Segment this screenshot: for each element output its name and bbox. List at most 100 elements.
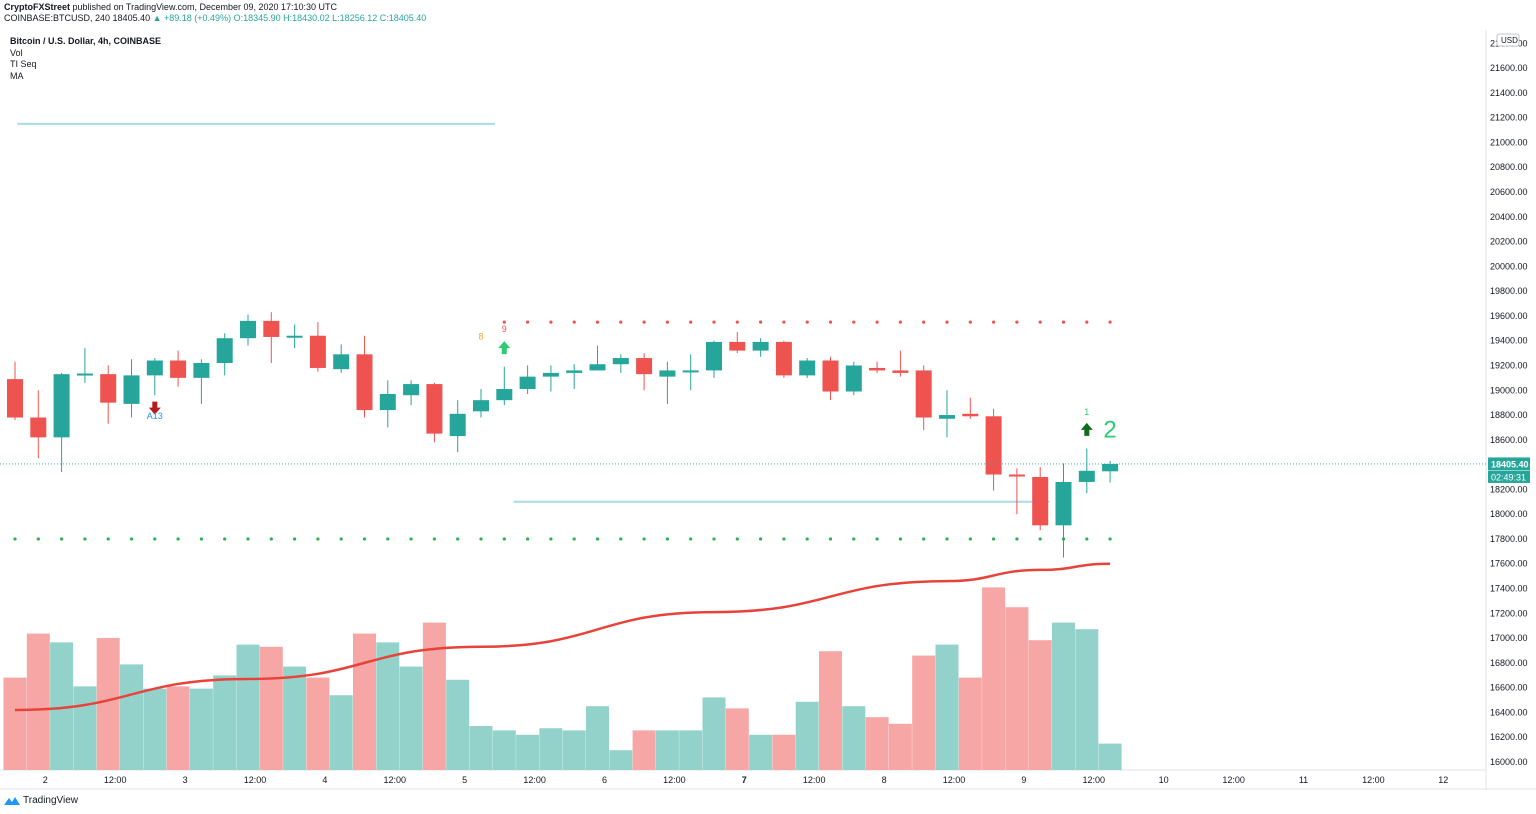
- candle-body[interactable]: [286, 335, 303, 338]
- candle-body[interactable]: [170, 360, 187, 378]
- legend-item-ma[interactable]: MA: [10, 70, 24, 81]
- volume-bar: [1052, 622, 1075, 770]
- support-dot: [619, 537, 623, 541]
- signal-label: A13: [147, 411, 163, 421]
- candle-body[interactable]: [216, 338, 233, 363]
- candle-body[interactable]: [985, 416, 1002, 475]
- candle-body[interactable]: [76, 373, 93, 376]
- candle-body[interactable]: [519, 376, 536, 390]
- volume-bar: [492, 730, 516, 770]
- x-tick-label: 12:00: [523, 775, 546, 785]
- candle-body[interactable]: [1008, 474, 1025, 477]
- candle-body[interactable]: [100, 374, 117, 403]
- candle-body[interactable]: [193, 362, 210, 378]
- candle-body[interactable]: [706, 341, 722, 371]
- moving-average-line[interactable]: [14, 562, 1111, 712]
- support-dot: [362, 537, 367, 541]
- support-dot: [805, 537, 809, 541]
- candle-body[interactable]: [636, 358, 653, 375]
- candle-body[interactable]: [449, 413, 466, 437]
- resistance-dot: [782, 320, 786, 324]
- x-tick-label: 12:00: [943, 775, 966, 785]
- candle-body[interactable]: [7, 379, 23, 418]
- candle-body[interactable]: [542, 372, 559, 377]
- candle-body[interactable]: [752, 341, 769, 351]
- candle-body[interactable]: [1032, 476, 1049, 526]
- y-tick-label: 19400.00: [1490, 336, 1528, 346]
- support-dot: [852, 537, 856, 541]
- candle-body[interactable]: [799, 360, 816, 376]
- candle-body[interactable]: [939, 415, 955, 419]
- candle-body[interactable]: [496, 389, 513, 401]
- candle-body[interactable]: [915, 370, 932, 418]
- candle-body[interactable]: [356, 354, 373, 411]
- support-dot: [199, 537, 203, 541]
- y-tick-label: 21600.00: [1490, 63, 1528, 73]
- candle-body[interactable]: [1055, 481, 1072, 526]
- candle-body[interactable]: [775, 341, 792, 376]
- volume-bar: [679, 730, 703, 770]
- resistance-dot: [595, 320, 600, 324]
- candle-body[interactable]: [869, 367, 886, 371]
- legend-item-tiseq[interactable]: TI Seq: [10, 59, 37, 69]
- resistance-dot: [1038, 320, 1042, 324]
- support-dot: [13, 537, 17, 541]
- volume-bar: [259, 646, 283, 770]
- volume-bar: [702, 697, 726, 770]
- candle-body[interactable]: [1102, 463, 1119, 472]
- x-tick-label: 5: [462, 775, 467, 785]
- candle-body[interactable]: [263, 320, 280, 337]
- candle-body[interactable]: [403, 384, 420, 396]
- x-tick-label: 8: [882, 775, 887, 785]
- candle-body[interactable]: [822, 360, 839, 392]
- candle-body[interactable]: [612, 358, 629, 365]
- support-dot: [759, 537, 763, 541]
- candle-body[interactable]: [659, 370, 676, 377]
- candle-body[interactable]: [123, 375, 140, 404]
- support-dot: [106, 537, 110, 541]
- sell-arrow-icon: [148, 401, 161, 415]
- publisher[interactable]: CryptoFXStreet: [4, 2, 71, 12]
- support-dot: [386, 537, 390, 541]
- volume-bar: [516, 734, 540, 770]
- y-tick-label: 18000.00: [1490, 509, 1528, 519]
- candle-body[interactable]: [962, 413, 979, 417]
- support-dot: [269, 537, 273, 541]
- x-tick-label: 12:00: [663, 775, 686, 785]
- currency-badge[interactable]: [1496, 33, 1520, 47]
- support-dot: [875, 537, 879, 541]
- volume-bar: [795, 701, 819, 770]
- candle-body[interactable]: [379, 393, 396, 411]
- y-tick-label: 16800.00: [1490, 658, 1528, 668]
- candle-body[interactable]: [1078, 470, 1095, 482]
- candle-body[interactable]: [146, 360, 163, 376]
- support-dot: [665, 537, 670, 541]
- resistance-dot: [619, 320, 623, 324]
- resistance-dot: [572, 320, 576, 324]
- support-dot: [293, 537, 297, 541]
- candle-body[interactable]: [682, 370, 699, 373]
- candle-body[interactable]: [426, 384, 443, 434]
- candle-body[interactable]: [53, 374, 70, 438]
- candle-body[interactable]: [333, 354, 350, 370]
- resistance-dot: [945, 320, 949, 324]
- candle-body[interactable]: [892, 370, 909, 373]
- footer-brand[interactable]: TradingView: [23, 795, 79, 806]
- chart-legend: Bitcoin / U.S. Dollar, 4h, COINBASE Vol …: [10, 36, 161, 82]
- candle-body[interactable]: [729, 341, 746, 351]
- legend-item-vol[interactable]: Vol: [10, 47, 23, 58]
- last-price-tag[interactable]: [1488, 457, 1530, 471]
- volume-bar: [96, 638, 120, 770]
- volume-bar: [446, 679, 470, 770]
- candle-body[interactable]: [309, 335, 326, 368]
- candle-body[interactable]: [30, 417, 47, 438]
- candle-body[interactable]: [473, 400, 489, 412]
- candle-body[interactable]: [589, 364, 606, 371]
- candle-body[interactable]: [845, 365, 862, 392]
- currency-label: USD: [1501, 36, 1518, 45]
- candle-body[interactable]: [240, 320, 256, 339]
- x-tick-label: 12:00: [244, 775, 267, 785]
- resistance-dot: [992, 320, 996, 324]
- candle-body[interactable]: [566, 370, 583, 373]
